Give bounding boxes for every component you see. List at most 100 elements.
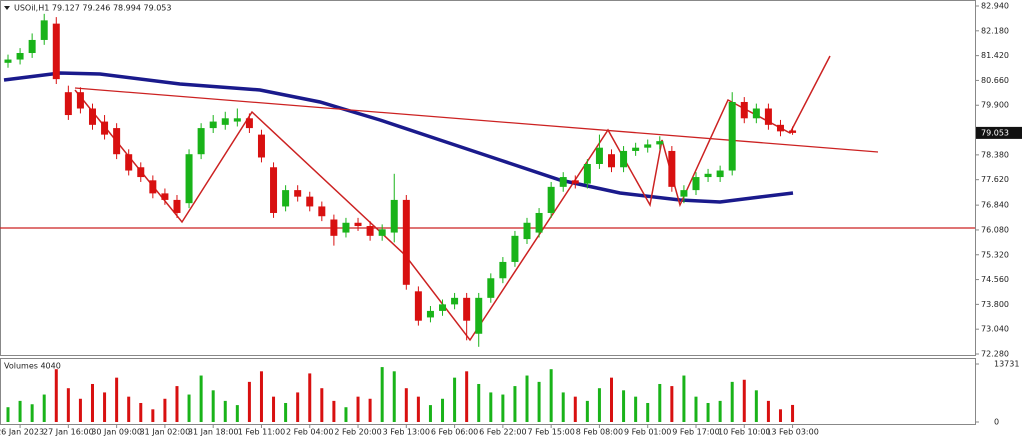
- volume-bar: [199, 375, 203, 422]
- volume-bar: [791, 404, 795, 422]
- y-tick-label: 82.940: [981, 2, 1009, 11]
- volume-bar: [103, 392, 107, 422]
- candle-body: [257, 134, 265, 158]
- chart-title: USOil,H1 79.127 79.246 78.994 79.053: [14, 4, 171, 13]
- candle-body: [680, 190, 688, 197]
- volume-bar: [682, 375, 686, 422]
- volume-bar: [320, 388, 324, 422]
- volume-title: Volumes 4040: [4, 362, 61, 371]
- volume-bar: [211, 390, 215, 422]
- x-tick-label: 27 Jan 16:00: [43, 428, 94, 437]
- y-tick-label: 75.320: [981, 250, 1009, 259]
- x-tick-label: 31 Jan 18:00: [188, 428, 239, 437]
- candle-body: [632, 147, 640, 151]
- candle-body: [233, 118, 241, 122]
- volume-bar: [187, 394, 191, 422]
- candle-body: [620, 150, 628, 168]
- x-tick-label: 9 Feb 17:00: [672, 428, 719, 437]
- x-tick-label: 6 Feb 22:00: [479, 428, 526, 437]
- candle-body: [101, 121, 109, 135]
- volume-bar: [78, 398, 82, 422]
- candle-body: [608, 154, 615, 168]
- candle-body: [692, 177, 700, 191]
- volume-bar: [453, 377, 457, 422]
- candle-body: [583, 164, 591, 184]
- y-tick-label: 78.380: [981, 150, 1009, 159]
- volume-bar: [42, 394, 46, 422]
- candle-body: [149, 180, 157, 194]
- volume-bar: [778, 409, 782, 422]
- volume-bar: [127, 396, 131, 422]
- volume-bar: [718, 400, 722, 422]
- x-tick-label: 2 Feb 20:00: [334, 428, 381, 437]
- candle-body: [776, 124, 784, 132]
- volume-bar: [404, 388, 408, 422]
- volume-bar: [139, 402, 143, 422]
- volume-bar: [622, 390, 626, 422]
- candle-body: [270, 167, 278, 213]
- candle-body: [76, 92, 84, 109]
- x-tick-label: 3 Feb 13:00: [383, 428, 430, 437]
- candle-body: [185, 154, 193, 204]
- candle-body: [173, 199, 181, 213]
- volume-bar: [428, 405, 432, 422]
- candle-body: [535, 212, 543, 233]
- candle-body: [571, 180, 579, 184]
- volume-bar: [247, 381, 251, 422]
- candle-body: [595, 147, 603, 165]
- volume-bar: [441, 398, 445, 422]
- volume-bar: [66, 388, 70, 422]
- candle-body: [28, 39, 36, 54]
- x-tick-label: 10 Feb 10:00: [718, 428, 770, 437]
- y-tick-label: 81.420: [981, 51, 1009, 60]
- candle-body: [644, 144, 652, 148]
- volume-bar: [90, 383, 94, 422]
- candle-body: [523, 222, 531, 240]
- volume-bar: [18, 400, 22, 422]
- y-tick-label: 73.040: [981, 325, 1009, 334]
- volume-bar: [54, 369, 58, 422]
- volume-bar: [706, 402, 710, 422]
- candle-body: [88, 108, 96, 125]
- volume-panel: [0, 358, 976, 425]
- volume-bar: [284, 402, 288, 422]
- candle-body: [209, 121, 217, 129]
- volume-bar: [477, 383, 481, 422]
- candle-body: [378, 229, 386, 236]
- volume-bar: [561, 392, 565, 422]
- candle-body: [426, 310, 434, 318]
- volume-bar: [308, 373, 312, 422]
- moving-average: [3, 71, 794, 204]
- volume-bar: [610, 377, 613, 422]
- volume-bar: [30, 404, 34, 422]
- x-tick-label: 2 Feb 04:00: [286, 428, 333, 437]
- volume-bar: [6, 407, 10, 422]
- volume-bar: [151, 409, 155, 422]
- volume-bar: [549, 369, 553, 422]
- volume-bar: [573, 396, 577, 422]
- volume-bar: [670, 386, 674, 422]
- candle-body: [475, 297, 483, 334]
- candle-body: [113, 128, 121, 155]
- candle-body: [764, 108, 772, 125]
- volume-bar: [163, 398, 167, 422]
- candle-body: [752, 108, 760, 119]
- y-tick-label: 74.560: [981, 275, 1009, 284]
- volume-bar: [259, 371, 263, 422]
- candle-body: [559, 177, 567, 187]
- candle-body: [52, 23, 60, 80]
- y-tick-label: 73.800: [981, 300, 1009, 309]
- candle-body: [499, 261, 507, 279]
- candle-body: [342, 222, 350, 233]
- candle-body: [728, 101, 736, 171]
- volume-bar: [332, 400, 336, 422]
- y-tick-label: 79.900: [981, 101, 1009, 110]
- candle-body: [414, 291, 422, 321]
- candle-body: [197, 128, 205, 155]
- candle-body: [221, 118, 229, 125]
- volume-bar: [766, 400, 770, 422]
- x-tick-label: 13 Feb 03:00: [766, 428, 818, 437]
- volume-bar: [501, 394, 505, 422]
- candle-body: [16, 53, 24, 60]
